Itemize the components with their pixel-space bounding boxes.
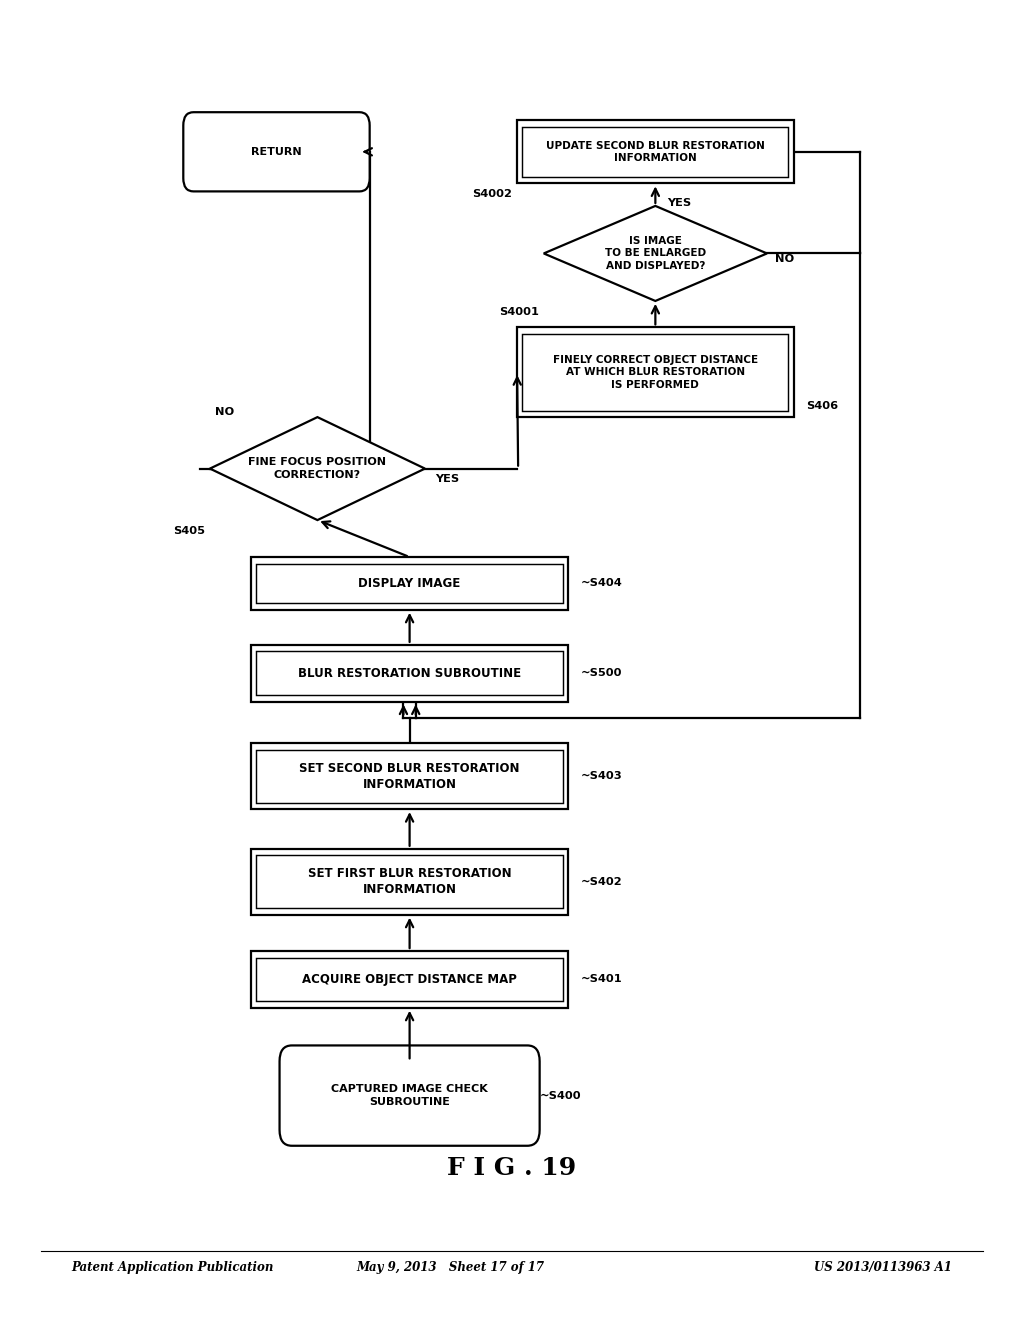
Bar — [256, 652, 563, 694]
Text: NO: NO — [775, 253, 795, 264]
Bar — [251, 743, 568, 809]
Bar — [517, 327, 794, 417]
Text: S406: S406 — [806, 400, 838, 411]
Text: FINELY CORRECT OBJECT DISTANCE
AT WHICH BLUR RESTORATION
IS PERFORMED: FINELY CORRECT OBJECT DISTANCE AT WHICH … — [553, 355, 758, 389]
Bar — [517, 120, 794, 183]
Text: ACQUIRE OBJECT DISTANCE MAP: ACQUIRE OBJECT DISTANCE MAP — [302, 973, 517, 986]
Bar — [522, 127, 788, 177]
FancyBboxPatch shape — [280, 1045, 540, 1146]
Text: Patent Application Publication: Patent Application Publication — [72, 1261, 274, 1274]
Bar — [251, 645, 568, 702]
Text: FINE FOCUS POSITION
CORRECTION?: FINE FOCUS POSITION CORRECTION? — [249, 458, 386, 479]
Text: BLUR RESTORATION SUBROUTINE: BLUR RESTORATION SUBROUTINE — [298, 667, 521, 680]
Text: ~S402: ~S402 — [581, 876, 623, 887]
Bar — [256, 855, 563, 908]
Bar — [256, 750, 563, 803]
Text: YES: YES — [435, 474, 460, 484]
Bar — [251, 950, 568, 1008]
Text: S4001: S4001 — [499, 306, 539, 317]
Text: SET SECOND BLUR RESTORATION
INFORMATION: SET SECOND BLUR RESTORATION INFORMATION — [299, 762, 520, 791]
FancyBboxPatch shape — [183, 112, 370, 191]
Text: ~S400: ~S400 — [540, 1090, 582, 1101]
Text: IS IMAGE
TO BE ENLARGED
AND DISPLAYED?: IS IMAGE TO BE ENLARGED AND DISPLAYED? — [605, 236, 706, 271]
Bar — [251, 849, 568, 915]
Text: ~S401: ~S401 — [581, 974, 623, 985]
Polygon shape — [544, 206, 767, 301]
Text: SET FIRST BLUR RESTORATION
INFORMATION: SET FIRST BLUR RESTORATION INFORMATION — [308, 867, 511, 896]
Bar — [522, 334, 788, 411]
Polygon shape — [210, 417, 425, 520]
Text: DISPLAY IMAGE: DISPLAY IMAGE — [358, 577, 461, 590]
Text: ~S500: ~S500 — [581, 668, 623, 678]
Text: YES: YES — [668, 198, 692, 209]
Text: US 2013/0113963 A1: US 2013/0113963 A1 — [814, 1261, 952, 1274]
Text: F I G . 19: F I G . 19 — [447, 1156, 577, 1180]
Text: ~S403: ~S403 — [581, 771, 623, 781]
Bar — [256, 564, 563, 603]
Text: UPDATE SECOND BLUR RESTORATION
INFORMATION: UPDATE SECOND BLUR RESTORATION INFORMATI… — [546, 141, 765, 162]
Text: S405: S405 — [173, 525, 205, 536]
Bar — [251, 557, 568, 610]
Bar — [256, 958, 563, 1001]
Text: NO: NO — [215, 407, 234, 417]
Text: ~S404: ~S404 — [581, 578, 623, 589]
Text: CAPTURED IMAGE CHECK
SUBROUTINE: CAPTURED IMAGE CHECK SUBROUTINE — [331, 1085, 488, 1106]
Text: May 9, 2013   Sheet 17 of 17: May 9, 2013 Sheet 17 of 17 — [356, 1261, 545, 1274]
Text: RETURN: RETURN — [251, 147, 302, 157]
Text: S4002: S4002 — [472, 189, 512, 199]
